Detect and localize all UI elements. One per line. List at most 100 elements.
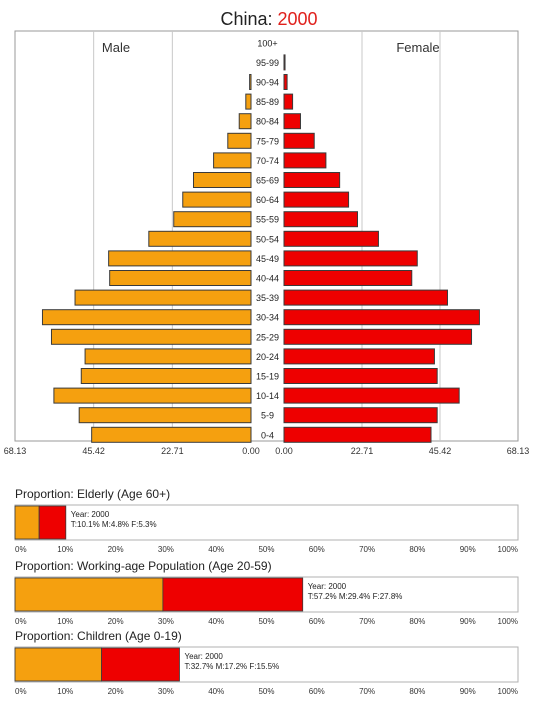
bar-female-20-24 [283,348,435,365]
bar-male-80-84 [238,113,252,130]
bar-male-70-74 [213,152,252,169]
age-group-label: 45-49 [256,254,279,264]
proportion-tick-label: 100% [498,617,518,626]
proportion-tick-label: 100% [498,687,518,696]
proportion-tick-label: 40% [208,687,224,696]
bar-female-5-9 [283,407,438,424]
bar-female-55-59 [283,211,359,228]
age-group-label: 80-84 [256,117,279,127]
age-group-label: 5-9 [261,411,274,421]
proportion-stats: T:10.1% M:4.8% F:5.3% [71,520,157,529]
age-group-label: 50-54 [256,234,279,244]
bar-female-70-74 [283,152,327,169]
proportion-tick-label: 0% [15,687,27,696]
proportion-tick-label: 60% [309,617,325,626]
x-tick-label-female: 68.13 [507,446,530,456]
proportion-tick-label: 70% [359,545,375,554]
proportion-tick-label: 90% [460,545,476,554]
bar-female-60-64 [283,191,350,208]
bar-female-45-49 [283,250,418,267]
male-label: Male [102,40,130,55]
proportion-stats: T:57.2% M:29.4% F:27.8% [308,592,403,601]
bar-female-35-39 [283,289,448,306]
proportion-year: Year: 2000 [308,582,347,591]
proportion-tick-label: 70% [359,687,375,696]
bar-female-0-4 [283,426,432,443]
proportion-tick-label: 100% [498,545,518,554]
proportion-title: Proportion: Working-age Population (Age … [15,559,272,573]
bar-female-25-29 [283,328,473,345]
proportion-bar-female [101,647,180,682]
bar-male-35-39 [74,289,252,306]
proportion-tick-label: 60% [309,545,325,554]
bar-female-95-99 [283,54,286,71]
chart-title: China: 2000 [220,9,317,29]
x-tick-label-male: 0.00 [242,446,260,456]
proportion-tick-label: 50% [258,687,274,696]
bar-female-80-84 [283,113,301,130]
proportion-bar-female [38,505,67,540]
proportion-tick-label: 30% [158,687,174,696]
proportion-tick-label: 90% [460,617,476,626]
age-group-label: 90-94 [256,78,279,88]
age-group-label: 75-79 [256,136,279,146]
age-group-label: 85-89 [256,97,279,107]
bar-female-40-44 [283,270,413,286]
bar-female-90-94 [283,74,288,90]
proportion-frame [14,504,519,541]
proportion-tick-label: 80% [409,545,425,554]
bar-male-10-14 [53,387,252,404]
bar-male-30-34 [41,309,252,326]
x-tick-label-female: 0.00 [275,446,293,456]
age-group-label: 15-19 [256,372,279,382]
age-group-label: 35-39 [256,293,279,303]
proportion-tick-label: 40% [208,545,224,554]
proportion-bar-male [14,577,164,612]
age-group-label: 60-64 [256,195,279,205]
age-group-label: 0-4 [261,430,274,440]
chart-title-year: 2000 [278,9,318,29]
proportion-bar-male [14,505,40,540]
proportion-stats: T:32.7% M:17.2% F:15.5% [184,662,279,671]
age-group-label: 25-29 [256,332,279,342]
proportion-tick-label: 0% [15,545,27,554]
proportion-tick-label: 10% [57,687,73,696]
bar-male-0-4 [91,426,252,443]
bar-male-20-24 [84,348,252,365]
bar-male-45-49 [108,250,252,267]
proportion-tick-label: 0% [15,617,27,626]
age-group-label: 100+ [257,38,277,48]
proportion-tick-label: 70% [359,617,375,626]
proportion-tick-label: 20% [108,687,124,696]
age-group-label: 70-74 [256,156,279,166]
proportion-tick-label: 40% [208,617,224,626]
proportion-title: Proportion: Children (Age 0-19) [15,629,182,643]
proportion-tick-label: 80% [409,617,425,626]
bar-male-40-44 [109,270,252,286]
age-group-label: 55-59 [256,215,279,225]
proportion-tick-label: 10% [57,545,73,554]
proportion-tick-label: 50% [258,617,274,626]
bar-female-85-89 [283,93,294,110]
bar-male-85-89 [245,93,252,110]
proportion-year: Year: 2000 [184,652,223,661]
bar-female-75-79 [283,132,315,149]
proportion-bar-female [162,577,304,612]
bar-male-5-9 [78,407,252,424]
proportion-tick-label: 90% [460,687,476,696]
proportion-bar-male [14,647,102,682]
proportion-tick-label: 80% [409,687,425,696]
proportion-tick-label: 20% [108,617,124,626]
bar-male-75-79 [227,132,252,149]
bar-male-55-59 [173,211,252,228]
chart-title-prefix: China: [220,9,277,29]
proportion-tick-label: 30% [158,617,174,626]
x-tick-label-male: 22.71 [161,446,184,456]
proportion-tick-label: 50% [258,545,274,554]
bar-male-65-69 [192,172,252,188]
bar-female-30-34 [283,309,480,326]
age-group-label: 95-99 [256,58,279,68]
proportion-tick-label: 10% [57,617,73,626]
bar-male-25-29 [50,328,252,345]
